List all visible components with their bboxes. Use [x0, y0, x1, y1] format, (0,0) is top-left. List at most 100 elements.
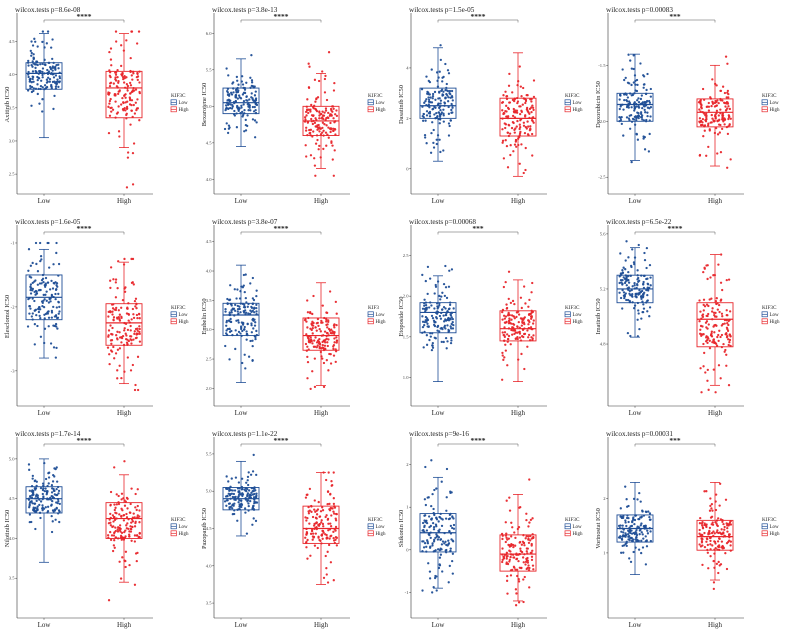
- legend-label-high: High: [376, 108, 387, 113]
- data-point: [629, 59, 632, 62]
- data-point: [706, 341, 709, 345]
- data-point: [503, 331, 507, 334]
- significance-label: ****: [668, 224, 683, 233]
- data-point: [721, 99, 724, 102]
- data-point: [236, 288, 239, 291]
- data-point: [622, 514, 625, 518]
- data-point: [323, 123, 326, 126]
- data-point: [432, 323, 436, 326]
- data-point: [330, 480, 333, 483]
- data-point: [505, 532, 508, 535]
- data-point: [714, 493, 718, 496]
- data-point: [328, 352, 331, 356]
- box-iqr: [302, 505, 340, 544]
- data-point: [727, 96, 730, 99]
- data-point: [436, 329, 439, 332]
- data-point: [323, 77, 327, 81]
- data-point: [43, 489, 46, 493]
- data-point: [507, 107, 510, 111]
- data-point: [58, 310, 61, 313]
- data-point: [130, 342, 133, 345]
- data-point: [329, 561, 333, 564]
- data-point: [114, 100, 117, 103]
- data-point: [425, 334, 429, 337]
- data-point: [332, 89, 336, 92]
- data-point: [504, 123, 508, 126]
- data-point: [528, 107, 532, 111]
- data-point: [708, 129, 711, 132]
- data-point: [727, 384, 731, 387]
- data-point: [500, 101, 504, 104]
- box-low: [222, 264, 260, 383]
- data-point: [246, 322, 249, 325]
- data-point: [425, 343, 429, 346]
- data-point: [318, 130, 321, 133]
- data-point: [246, 479, 249, 482]
- data-point: [449, 325, 452, 328]
- data-point: [723, 123, 726, 126]
- data-point: [122, 109, 125, 112]
- data-point: [630, 106, 633, 109]
- data-point: [507, 313, 510, 316]
- box-iqr: [419, 302, 457, 334]
- y-tick-label: 4.5: [206, 140, 212, 145]
- data-point: [134, 506, 137, 509]
- data-point: [52, 487, 55, 491]
- data-point: [114, 526, 117, 529]
- data-point: [705, 117, 708, 121]
- data-point: [434, 321, 437, 324]
- data-point: [526, 566, 529, 570]
- data-point: [243, 291, 246, 294]
- data-point: [445, 89, 448, 92]
- y-tick-label: -2: [11, 304, 16, 309]
- data-point: [451, 526, 454, 530]
- data-point: [532, 319, 535, 322]
- data-point: [126, 89, 129, 92]
- data-point: [118, 526, 121, 530]
- data-point: [624, 268, 627, 271]
- data-point: [229, 317, 232, 321]
- data-point: [332, 174, 335, 177]
- data-point: [720, 540, 724, 543]
- data-point: [421, 540, 424, 543]
- data-point: [508, 72, 511, 76]
- data-point: [508, 101, 511, 104]
- data-point: [506, 364, 509, 367]
- data-point: [719, 99, 722, 102]
- data-point: [130, 539, 133, 542]
- data-point: [714, 391, 717, 394]
- data-point: [435, 589, 438, 592]
- data-point: [26, 89, 30, 92]
- data-point: [255, 329, 258, 333]
- data-point: [447, 72, 451, 75]
- data-point: [624, 542, 627, 546]
- data-point: [318, 538, 321, 542]
- data-point: [29, 84, 32, 88]
- data-point: [54, 322, 58, 326]
- data-point: [28, 275, 31, 278]
- data-point: [40, 258, 43, 261]
- data-point: [234, 498, 237, 502]
- panel-title: wilcox.tests p=9e-16: [409, 430, 469, 438]
- data-point: [719, 108, 722, 111]
- data-point: [126, 100, 129, 103]
- data-point: [108, 51, 111, 54]
- data-point: [438, 528, 441, 531]
- data-point: [619, 93, 622, 96]
- data-point: [622, 291, 626, 294]
- data-point: [699, 545, 703, 548]
- data-point: [623, 99, 626, 102]
- data-point: [50, 491, 54, 494]
- data-point: [635, 536, 638, 539]
- x-tick-label-high: High: [511, 621, 526, 629]
- data-point: [525, 512, 528, 515]
- data-point: [514, 337, 518, 340]
- data-point: [233, 309, 237, 312]
- data-point: [114, 308, 118, 312]
- data-point: [515, 145, 518, 148]
- data-point: [618, 536, 622, 539]
- data-point: [623, 295, 626, 298]
- data-point: [324, 341, 327, 344]
